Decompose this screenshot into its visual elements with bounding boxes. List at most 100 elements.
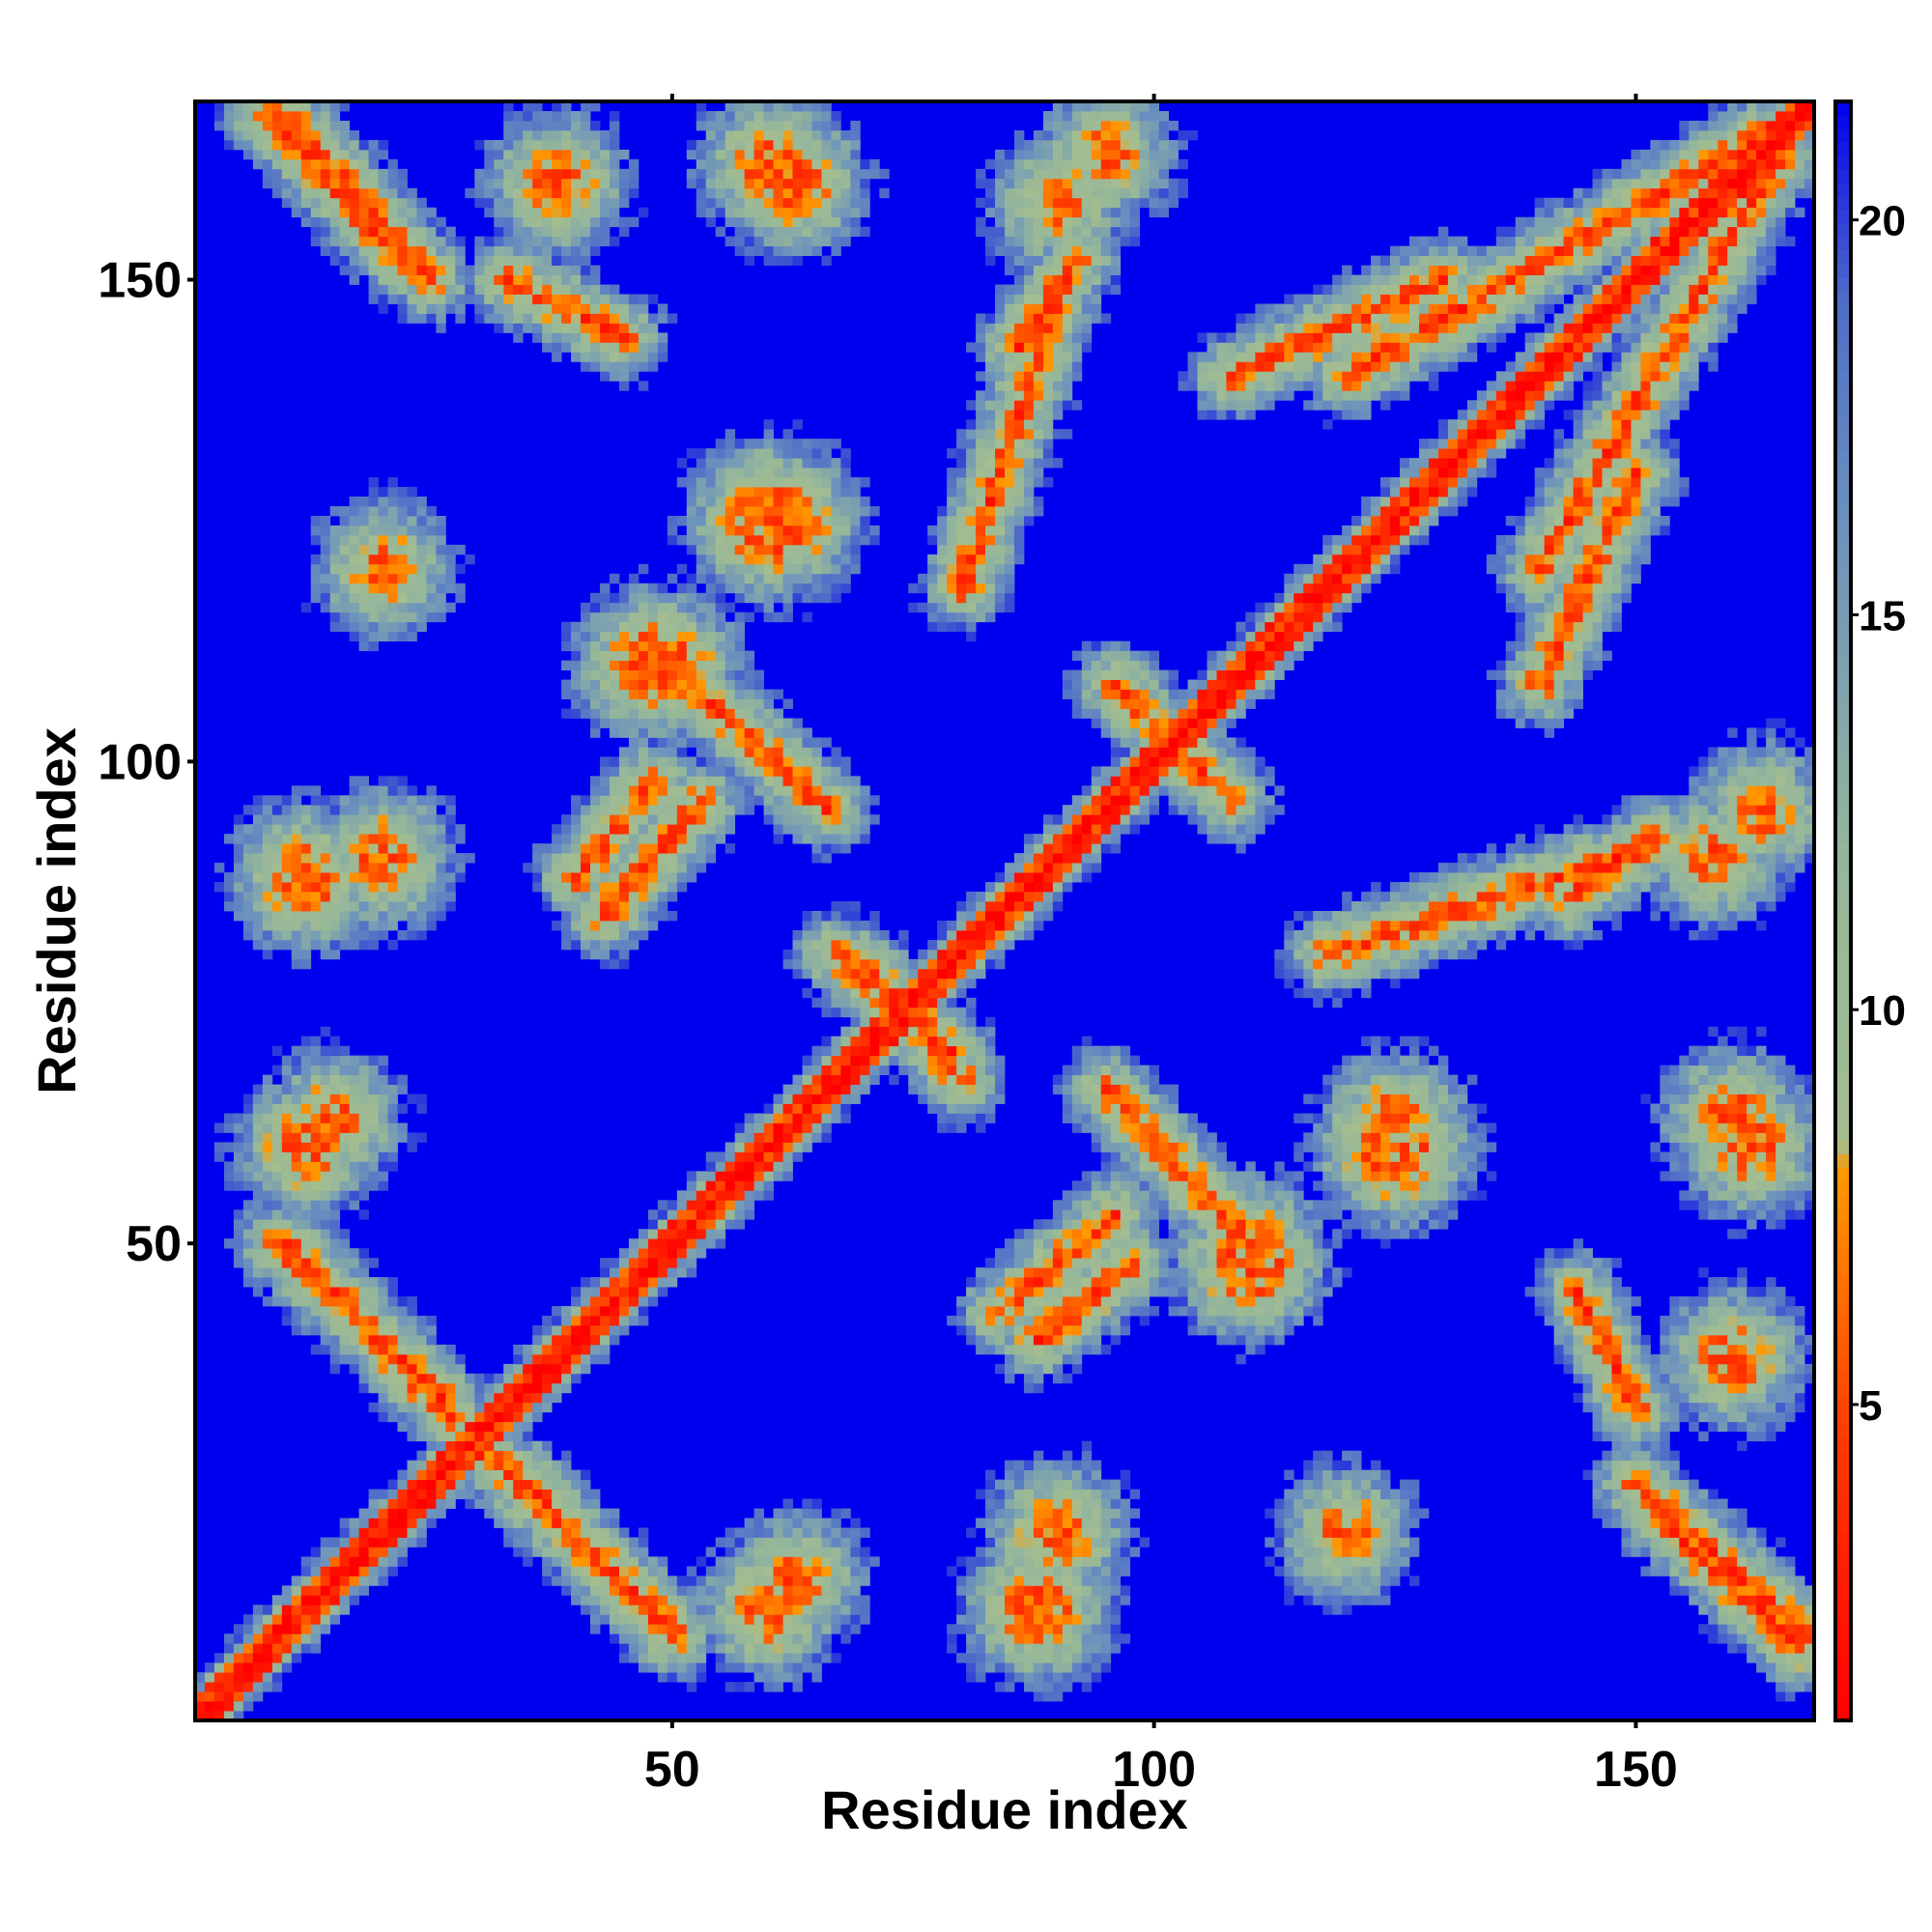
heatmap-cell (1100, 1595, 1112, 1605)
heatmap-cell (1033, 1287, 1044, 1297)
heatmap-cell (744, 1151, 755, 1162)
heatmap-cell (947, 987, 957, 999)
heatmap-cell (1313, 929, 1323, 941)
heatmap-cell (1766, 1142, 1776, 1152)
heatmap-cell (291, 1065, 302, 1075)
heatmap-cell (1669, 1316, 1680, 1326)
heatmap-cell (1727, 1576, 1738, 1586)
heatmap-cell (320, 1287, 331, 1297)
heatmap-cell (1013, 1634, 1025, 1644)
heatmap-cell (1776, 1296, 1786, 1307)
heatmap-cell (1747, 1334, 1757, 1346)
heatmap-cell (1776, 1151, 1786, 1162)
heatmap-cell (1689, 1489, 1699, 1499)
heatmap-cell (310, 1074, 322, 1085)
heatmap-cell (1091, 1605, 1102, 1615)
heatmap-cell (676, 1624, 688, 1634)
heatmap-cell (1371, 1180, 1381, 1191)
heatmap-cell (1727, 1547, 1738, 1557)
heatmap-cell (1062, 1084, 1073, 1094)
heatmap-cell (686, 1209, 697, 1220)
heatmap-cell (860, 1084, 870, 1094)
heatmap-cell (378, 1556, 388, 1567)
heatmap-cell (1380, 1518, 1391, 1528)
heatmap-cell (1255, 1277, 1265, 1288)
heatmap-cell (407, 1392, 417, 1404)
heatmap-cell (753, 1142, 764, 1152)
heatmap-cell (300, 1566, 312, 1577)
heatmap-cell (879, 939, 890, 951)
heatmap-cell (1698, 1045, 1709, 1057)
heatmap-cell (1207, 1229, 1217, 1239)
heatmap-cell (1332, 1498, 1343, 1509)
heatmap-cell (552, 1547, 562, 1557)
heatmap-cell (1611, 1508, 1622, 1519)
heatmap-cell (1226, 1209, 1236, 1220)
heatmap-cell (1689, 1344, 1699, 1355)
heatmap-cell (1274, 1306, 1285, 1317)
heatmap-cell (1303, 929, 1314, 941)
heatmap-cell (802, 1585, 812, 1596)
heatmap-cell (1081, 1662, 1093, 1673)
heatmap-cell (1611, 1344, 1622, 1355)
heatmap-cell (1168, 1238, 1179, 1249)
heatmap-cell (850, 968, 861, 980)
heatmap-cell (1197, 1219, 1208, 1230)
heatmap-cell (773, 1653, 783, 1663)
heatmap-cell (1698, 1411, 1709, 1423)
heatmap-cell (1737, 1171, 1747, 1181)
heatmap-cell (792, 1614, 803, 1625)
heatmap-cell (1303, 1132, 1314, 1143)
heatmap-cell (1669, 1518, 1680, 1528)
heatmap-cell (1052, 1258, 1064, 1268)
heatmap-cell (523, 1353, 533, 1365)
heatmap-cell (1756, 1026, 1767, 1037)
heatmap-cell (1737, 1055, 1747, 1066)
heatmap-cell (1013, 1479, 1025, 1490)
heatmap-cell (329, 1132, 341, 1143)
heatmap-cell (840, 1595, 851, 1605)
heatmap-cell (1718, 1171, 1728, 1181)
heatmap-cell (310, 939, 322, 951)
heatmap-cell (349, 1344, 359, 1355)
heatmap-cell (368, 1084, 379, 1094)
heatmap-cell (387, 1556, 398, 1567)
heatmap-cell (1766, 1547, 1776, 1557)
heatmap-cell (310, 1094, 322, 1104)
heatmap-cell (1795, 1074, 1805, 1085)
heatmap-cell (1313, 1450, 1323, 1462)
heatmap-cell (686, 1258, 697, 1268)
heatmap-cell (397, 1402, 408, 1413)
heatmap-cell (1428, 1161, 1439, 1172)
heatmap-cell (1747, 1084, 1757, 1094)
heatmap-cell (1718, 1498, 1728, 1509)
heatmap-cell (1708, 1411, 1719, 1423)
heatmap-cell (1120, 1248, 1131, 1259)
heatmap-cell (329, 1209, 341, 1220)
heatmap-cell (1669, 1527, 1680, 1538)
heatmap-cell (1120, 1074, 1131, 1085)
heatmap-cell (1698, 1267, 1709, 1278)
heatmap-cell (1005, 1479, 1015, 1490)
heatmap-cell (358, 1353, 369, 1365)
heatmap-cell (1611, 1353, 1622, 1365)
heatmap-cell (223, 1682, 235, 1692)
heatmap-cell (1284, 1171, 1294, 1181)
heatmap-cell (638, 1614, 649, 1625)
heatmap-cell (802, 1132, 812, 1143)
heatmap-cell (1380, 1219, 1391, 1230)
heatmap-cell (291, 1267, 302, 1278)
heatmap-cell (1100, 1662, 1112, 1673)
heatmap-cell (1187, 1324, 1198, 1336)
heatmap-cell (1727, 1508, 1738, 1519)
heatmap-cell (1023, 1682, 1035, 1692)
heatmap-cell (1071, 1547, 1083, 1557)
heatmap-cell (1747, 1316, 1757, 1326)
heatmap-cell (1042, 1479, 1054, 1490)
heatmap-cell (1187, 1219, 1198, 1230)
heatmap-cell (773, 1576, 783, 1586)
heatmap-cell (1013, 929, 1025, 941)
heatmap-cell (1698, 1576, 1709, 1586)
heatmap-cell (1033, 1672, 1044, 1683)
heatmap-cell (339, 1132, 351, 1143)
